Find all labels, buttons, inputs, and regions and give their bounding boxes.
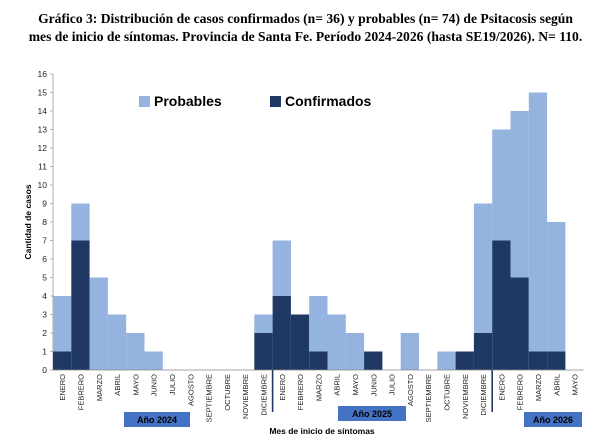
bar-probables (254, 314, 273, 333)
x-tick-label: AGOSTO (186, 374, 195, 406)
y-tick-label: 13 (38, 125, 48, 135)
bar-probables (144, 351, 163, 370)
x-tick-label: FEBRERO (76, 374, 85, 410)
y-tick-label: 14 (38, 106, 48, 116)
bar-probables (53, 296, 72, 352)
x-tick-label: MARZO (534, 374, 543, 401)
year-label-box (124, 412, 190, 427)
year-label: Año 2025 (352, 409, 392, 419)
legend-swatch-confirmados (270, 96, 281, 107)
bar-probables (126, 333, 145, 370)
chart-title-line2: mes de inicio de síntomas. Provincia de … (28, 29, 583, 44)
x-tick-label: NOVIEMBRE (241, 374, 250, 419)
x-tick-label: ENERO (497, 374, 506, 401)
bar-confirmados (510, 277, 529, 370)
bar-probables (510, 111, 529, 278)
x-tick-label: FEBRERO (296, 374, 305, 410)
x-tick-label: ABRIL (113, 374, 122, 396)
bar-probables (327, 314, 346, 370)
legend-label-probables: Probables (154, 93, 222, 109)
y-tick-label: 6 (42, 254, 47, 264)
x-tick-label: MAYO (131, 374, 140, 396)
x-tick-label: JUNIO (369, 374, 378, 397)
bar-probables (107, 314, 127, 370)
bar-confirmados (53, 351, 72, 370)
x-tick-label: MAYO (351, 374, 360, 396)
year-label: Año 2026 (533, 415, 573, 425)
y-tick-label: 16 (38, 69, 48, 79)
bar-confirmados (290, 314, 310, 370)
legend-label-confirmados: Confirmados (285, 93, 372, 109)
x-tick-label: JULIO (388, 374, 397, 395)
y-tick-label: 12 (38, 143, 48, 153)
y-axis-title: Cantidad de casos (23, 184, 33, 259)
x-tick-label: AGOSTO (406, 374, 415, 406)
y-tick-label: 7 (42, 236, 47, 246)
bar-probables (473, 203, 493, 333)
x-tick-label: OCTUBRE (442, 374, 451, 411)
y-tick-label: 3 (42, 310, 47, 320)
x-tick-label: FEBRERO (516, 374, 525, 410)
bar-confirmados (272, 296, 291, 370)
x-tick-label: ENERO (278, 374, 287, 401)
y-tick-label: 11 (38, 162, 47, 172)
x-tick-label: JUNIO (150, 374, 159, 397)
x-tick-label: SEPTIEMBRE (205, 374, 214, 422)
x-tick-label: ABRIL (552, 374, 561, 396)
x-tick-label: ENERO (58, 374, 67, 401)
bar-probables (89, 277, 108, 370)
y-tick-label: 15 (38, 88, 48, 98)
bar-confirmados (71, 240, 90, 370)
bar-probables (272, 240, 291, 296)
bar-confirmados (473, 333, 493, 370)
bar-probables (71, 203, 90, 241)
x-tick-label: DICIEMBRE (479, 374, 488, 416)
bar-confirmados (309, 351, 328, 370)
y-tick-label: 9 (42, 199, 47, 209)
year-label-box (524, 412, 582, 427)
y-tick-label: 4 (42, 291, 47, 301)
bar-confirmados (528, 351, 548, 370)
bar-confirmados (547, 351, 566, 370)
y-tick-label: 0 (42, 365, 47, 375)
legend-swatch-probables (139, 96, 150, 107)
y-tick-label: 1 (42, 347, 47, 357)
y-tick-label: 2 (42, 328, 47, 338)
bar-probables (345, 333, 365, 370)
x-tick-label: ABRIL (333, 374, 342, 396)
bar-probables (400, 333, 419, 370)
bar-probables (547, 222, 566, 352)
y-tick-label: 5 (42, 273, 47, 283)
chart-title: Gráfico 3: Distribución de casos confirm… (0, 10, 611, 46)
x-tick-label: SEPTIEMBRE (424, 374, 433, 422)
year-label-box (338, 406, 406, 421)
bar-probables (309, 296, 328, 352)
x-tick-label: MAYO (571, 374, 580, 396)
x-tick-label: JULIO (168, 374, 177, 395)
x-tick-label: MARZO (95, 374, 104, 401)
year-label: Año 2024 (137, 415, 177, 425)
y-tick-label: 8 (42, 217, 47, 227)
x-tick-label: MARZO (314, 374, 323, 401)
x-tick-label: OCTUBRE (223, 374, 232, 411)
bar-confirmados (364, 351, 383, 370)
bar-probables (528, 92, 548, 352)
x-tick-label: NOVIEMBRE (461, 374, 470, 419)
bar-confirmados (254, 333, 273, 370)
bar-confirmados (455, 351, 474, 370)
bar-probables (492, 129, 511, 241)
bar-probables (437, 351, 456, 370)
bar-confirmados (492, 240, 511, 370)
x-axis-title: Mes de inicio de síntomas (269, 426, 375, 436)
x-tick-label: DICIEMBRE (259, 374, 268, 416)
chart-title-line1: Gráfico 3: Distribución de casos confirm… (38, 11, 573, 26)
y-tick-label: 10 (38, 180, 48, 190)
